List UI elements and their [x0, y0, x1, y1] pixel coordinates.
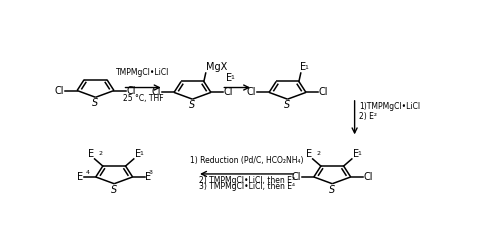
- Text: E: E: [77, 172, 83, 182]
- Text: E: E: [300, 62, 305, 72]
- Text: S: S: [189, 100, 195, 110]
- Text: 2) TMPMgCl•LiCl, then E³: 2) TMPMgCl•LiCl, then E³: [198, 176, 294, 185]
- Text: Cl: Cl: [246, 87, 256, 97]
- Text: E: E: [87, 149, 94, 159]
- Text: 2: 2: [316, 151, 320, 156]
- Text: E: E: [145, 172, 151, 182]
- Text: S: S: [328, 185, 335, 195]
- Text: 1: 1: [230, 75, 234, 80]
- Text: MgX: MgX: [206, 62, 227, 72]
- Text: S: S: [284, 100, 290, 110]
- Text: E: E: [305, 149, 311, 159]
- Text: Cl: Cl: [362, 172, 372, 182]
- Text: Cl: Cl: [152, 87, 161, 97]
- Text: 1: 1: [139, 151, 143, 156]
- Text: 1)TMPMgCl•LiCl: 1)TMPMgCl•LiCl: [359, 102, 420, 111]
- Text: 2) E²: 2) E²: [359, 112, 376, 121]
- Text: Cl: Cl: [223, 87, 233, 97]
- Text: E: E: [352, 149, 358, 159]
- Text: 1: 1: [304, 65, 308, 70]
- Text: Cl: Cl: [126, 86, 136, 96]
- Text: E: E: [134, 149, 140, 159]
- Text: 1: 1: [356, 151, 360, 156]
- Text: Cl: Cl: [318, 87, 327, 97]
- Text: E: E: [226, 73, 232, 83]
- Text: TMPMgCl•LiCl: TMPMgCl•LiCl: [116, 68, 169, 77]
- Text: 4: 4: [86, 170, 90, 174]
- Text: 1) Reduction (Pd/C, HCO₂NH₄): 1) Reduction (Pd/C, HCO₂NH₄): [190, 156, 302, 164]
- Text: Cl: Cl: [55, 86, 64, 96]
- Text: S: S: [92, 98, 98, 108]
- Text: 3) TMPMgCl•LiCl, then E⁴: 3) TMPMgCl•LiCl, then E⁴: [198, 183, 294, 191]
- Text: 2: 2: [98, 151, 102, 156]
- Text: 25 °C, THF: 25 °C, THF: [122, 94, 163, 103]
- Text: 3: 3: [149, 170, 153, 174]
- Text: S: S: [111, 185, 117, 195]
- Text: Cl: Cl: [291, 172, 300, 182]
